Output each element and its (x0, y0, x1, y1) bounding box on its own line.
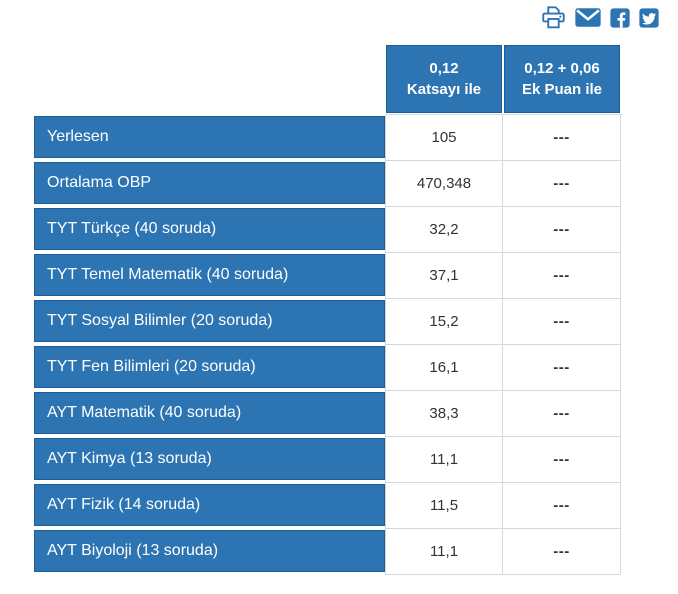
ekpuan-value: --- (503, 161, 621, 207)
print-icon[interactable] (540, 6, 567, 29)
katsayi-value: 105 (386, 115, 503, 161)
share-toolbar (540, 6, 660, 29)
column-header-ekpuan-line1: 0,12 + 0,06 (524, 60, 600, 77)
row-label: AYT Fizik (14 soruda) (34, 484, 385, 526)
katsayi-value: 11,1 (386, 529, 503, 575)
katsayi-value: 38,3 (386, 391, 503, 437)
twitter-icon[interactable] (638, 7, 660, 29)
ekpuan-value: --- (503, 345, 621, 391)
ekpuan-value: --- (503, 299, 621, 345)
katsayi-value: 11,1 (386, 437, 503, 483)
row-label: Yerlesen (34, 116, 385, 158)
katsayi-value: 470,348 (386, 161, 503, 207)
row-label: Ortalama OBP (34, 162, 385, 204)
column-header-katsayi: 0,12 Katsayı ile (386, 45, 502, 113)
row-label: AYT Biyoloji (13 soruda) (34, 530, 385, 572)
katsayi-value: 15,2 (386, 299, 503, 345)
column-header-katsayi-line1: 0,12 (429, 60, 459, 77)
row-label: TYT Temel Matematik (40 soruda) (34, 254, 385, 296)
ekpuan-value: --- (503, 207, 621, 253)
ekpuan-value: --- (503, 115, 621, 161)
ekpuan-value: --- (503, 483, 621, 529)
row-label: TYT Sosyal Bilimler (20 soruda) (34, 300, 385, 342)
ekpuan-value: --- (503, 391, 621, 437)
row-label: AYT Kimya (13 soruda) (34, 438, 385, 480)
row-label: AYT Matematik (40 soruda) (34, 392, 385, 434)
katsayi-value: 37,1 (386, 253, 503, 299)
email-icon[interactable] (574, 6, 602, 29)
katsayi-value: 16,1 (386, 345, 503, 391)
katsayi-value: 11,5 (386, 483, 503, 529)
column-header-ekpuan: 0,12 + 0,06 Ek Puan ile (504, 45, 620, 113)
row-label: TYT Türkçe (40 soruda) (34, 208, 385, 250)
ekpuan-value: --- (503, 437, 621, 483)
ekpuan-value: --- (503, 529, 621, 575)
column-header-katsayi-line2: Katsayı ile (406, 81, 482, 98)
facebook-icon[interactable] (609, 7, 631, 29)
column-header-ekpuan-line2: Ek Puan ile (521, 81, 603, 98)
row-label: TYT Fen Bilimleri (20 soruda) (34, 346, 385, 388)
value-grid: 105 --- 470,348 --- 32,2 --- 37,1 --- 15,2 --- 16,… (385, 114, 622, 575)
label-column: Yerlesen Ortalama OBP TYT Türkçe (40 sorud… (34, 116, 385, 576)
katsayi-value: 32,2 (386, 207, 503, 253)
ekpuan-value: --- (503, 253, 621, 299)
